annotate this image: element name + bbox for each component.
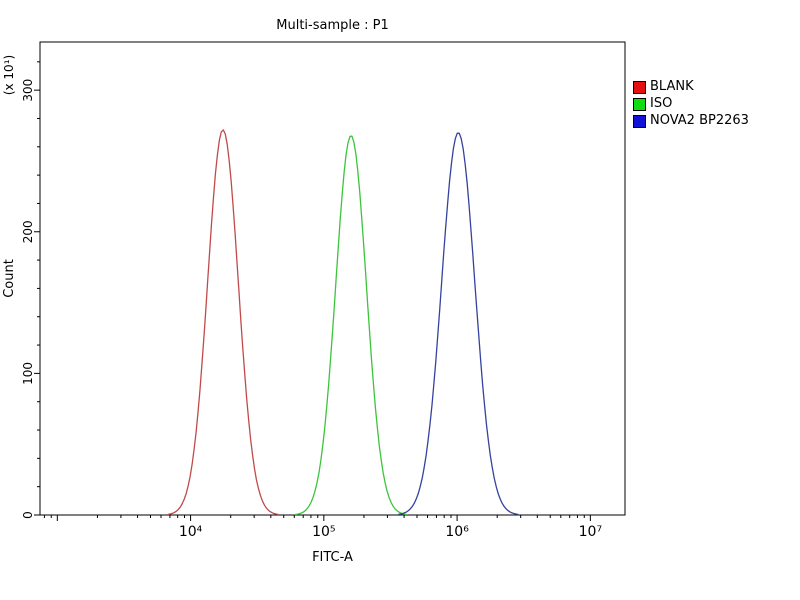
x-tick-label: 10⁷	[579, 524, 602, 540]
legend-swatch	[633, 114, 646, 128]
legend-item: ISO	[633, 97, 749, 111]
legend: BLANK ISO NOVA2 BP2263	[633, 80, 749, 128]
legend-label: ISO	[650, 96, 673, 111]
x-tick-label: 10⁶	[445, 524, 469, 540]
chart-title: Multi-sample : P1	[276, 18, 389, 33]
legend-item: NOVA2 BP2263	[633, 114, 749, 128]
legend-label: BLANK	[650, 79, 694, 94]
x-tick-label: 10⁵	[312, 524, 335, 540]
y-tick-label: 300	[21, 79, 35, 102]
y-axis-unit-label: (x 10¹)	[2, 55, 16, 95]
y-axis-label: Count	[2, 259, 17, 298]
x-axis-label: FITC-A	[312, 550, 353, 565]
histogram-curve-iso	[294, 135, 408, 516]
legend-label: NOVA2 BP2263	[650, 113, 749, 128]
legend-swatch	[633, 97, 646, 111]
legend-swatch	[633, 80, 646, 94]
histogram-curve-blank	[168, 129, 279, 516]
plot-frame	[39, 41, 626, 516]
legend-item: BLANK	[633, 80, 749, 94]
histogram-curve-nova2-bp2263	[398, 132, 519, 516]
y-tick-label: 200	[21, 220, 35, 243]
y-tick-label: 0	[21, 511, 35, 519]
y-tick-label: 100	[21, 362, 35, 385]
x-tick-label: 10⁴	[179, 524, 203, 540]
